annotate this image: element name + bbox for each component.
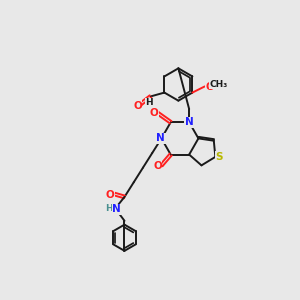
Text: H: H — [145, 98, 153, 107]
Text: H: H — [105, 204, 113, 213]
Text: CH₃: CH₃ — [209, 80, 228, 88]
Text: O: O — [149, 108, 158, 118]
Text: N: N — [112, 204, 121, 214]
Text: S: S — [215, 152, 223, 162]
Text: O: O — [106, 190, 114, 200]
Text: O: O — [153, 161, 162, 171]
Text: N: N — [185, 117, 194, 127]
Text: N: N — [156, 134, 165, 143]
Text: O: O — [133, 101, 142, 111]
Text: O: O — [206, 82, 214, 92]
